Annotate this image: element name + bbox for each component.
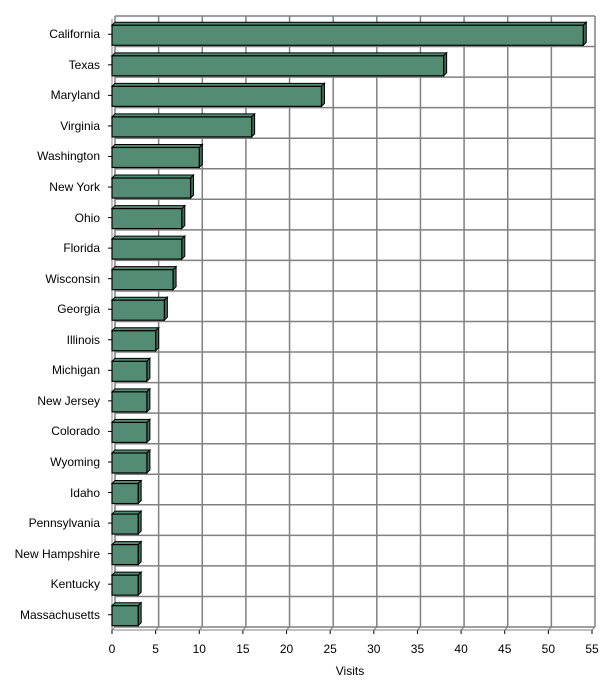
y-tick-label: Wisconsin — [45, 271, 100, 286]
x-tick-label: 45 — [498, 642, 512, 656]
bar-california — [110, 21, 588, 47]
y-tick-label: Florida — [63, 241, 100, 256]
bar-virginia — [110, 112, 256, 139]
x-tick-label: 5 — [152, 642, 159, 656]
bar-texas — [110, 51, 448, 78]
y-tick-label: Ohio — [74, 210, 100, 225]
bar-wisconsin — [110, 265, 178, 291]
y-tick-label: Michigan — [51, 363, 100, 378]
y-tick-label: Georgia — [57, 302, 100, 317]
bar-massachusetts — [110, 601, 143, 627]
y-tick-label: California — [49, 27, 100, 42]
y-tick-label: Kentucky — [50, 577, 100, 592]
y-tick-label: Washington — [37, 149, 100, 164]
y-tick-label: Maryland — [50, 88, 100, 103]
y-tick-label: Pennsylvania — [28, 516, 100, 531]
x-tick-label: 10 — [192, 642, 206, 656]
bar-illinois — [110, 326, 160, 352]
bar-pennsylvania — [110, 509, 143, 536]
x-tick-label: 20 — [279, 642, 294, 656]
x-tick-label: 25 — [323, 642, 337, 656]
y-tick-label: Idaho — [69, 485, 100, 500]
bar-new-york — [110, 173, 195, 200]
x-tick-label: 50 — [541, 642, 556, 656]
bar-maryland — [110, 82, 326, 108]
y-tick-label: New Jersey — [37, 393, 100, 408]
x-tick-label: 55 — [585, 642, 599, 656]
x-tick-label: 30 — [367, 642, 381, 656]
bar-idaho — [110, 479, 143, 505]
bar-florida — [110, 234, 187, 261]
bar-georgia — [110, 296, 169, 322]
y-tick-label: New York — [49, 180, 100, 195]
bar-washington — [110, 143, 204, 169]
y-tick-label: Colorado — [51, 424, 100, 439]
x-axis-label: Visits — [335, 664, 365, 678]
x-tick-label: 15 — [236, 642, 250, 656]
bar-new-hampshire — [110, 540, 143, 566]
x-tick-label: 35 — [410, 642, 425, 656]
bar-kentucky — [110, 570, 143, 597]
y-tick-label: Illinois — [66, 332, 100, 347]
y-tick-label: Virginia — [60, 118, 100, 133]
bar-new-jersey — [110, 387, 152, 414]
bar-michigan — [110, 357, 152, 383]
x-tick-label: 0 — [108, 642, 116, 656]
bar-ohio — [110, 204, 187, 230]
bar-wyoming — [110, 448, 152, 475]
bar-colorado — [110, 418, 152, 444]
y-tick-label: Wyoming — [50, 454, 100, 469]
y-tick-label: New Hampshire — [14, 546, 100, 561]
x-tick-label: 40 — [454, 642, 468, 656]
y-tick-label: Massachusetts — [19, 607, 100, 622]
y-tick-label: Texas — [68, 57, 100, 72]
